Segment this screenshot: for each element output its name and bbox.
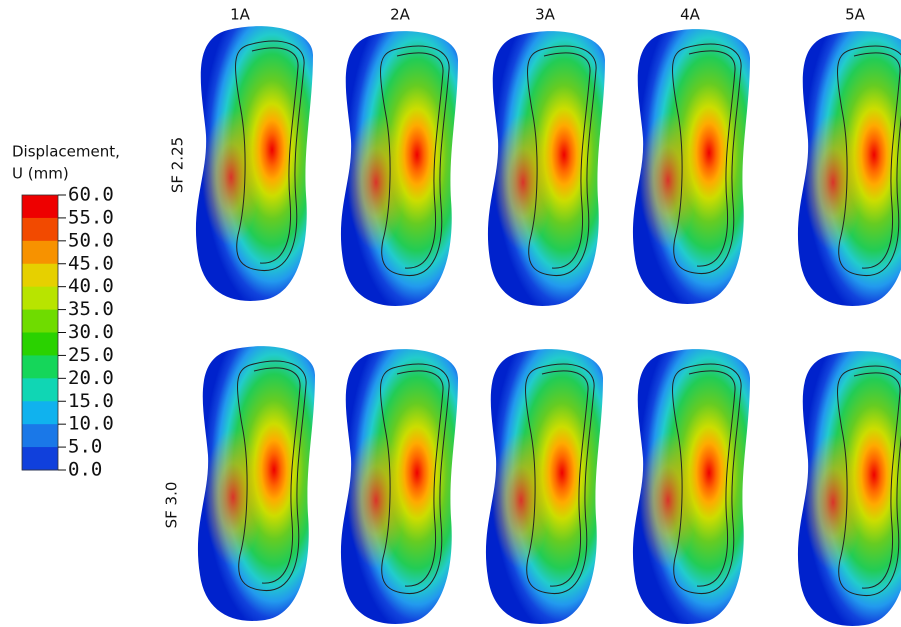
colorbar-swatch [22,241,58,264]
contour-plot [196,26,313,301]
colorbar-swatch [22,264,58,287]
colorbar-label: 15.0 [68,390,114,412]
contour-plot [341,31,458,306]
colorbar-label: 10.0 [68,413,114,435]
colorbar-label: 45.0 [68,252,114,274]
colorbar-label: 25.0 [68,344,114,366]
contour-plot [488,31,605,306]
colorbar: 60.055.050.045.040.035.030.025.020.015.0… [22,184,114,481]
colorbar-swatch [22,195,58,218]
contour-plot [341,349,458,624]
column-label: 1A [230,6,251,24]
column-label: 5A [845,6,866,24]
colorbar-label: 55.0 [68,206,114,228]
colorbar-label: 20.0 [68,367,114,389]
colorbar-swatch [22,424,58,447]
colorbar-label: 0.0 [68,459,102,481]
figure: Displacement, U (mm) 60.055.050.045.040.… [0,0,901,627]
contour-plot [798,31,901,306]
legend-title: Displacement, [12,143,120,161]
column-label: 2A [390,6,411,24]
column-label: 3A [535,6,556,24]
colorbar-label: 50.0 [68,229,114,251]
colorbar-swatch [22,378,58,401]
colorbar-swatch [22,333,58,356]
colorbar-swatch [22,218,58,241]
contour-plot [198,346,315,621]
colorbar-label: 30.0 [68,321,114,343]
legend-subtitle: U (mm) [12,165,69,183]
colorbar-label: 5.0 [68,436,102,458]
column-label: 4A [680,6,701,24]
contour-plots [196,26,901,626]
colorbar-label: 40.0 [68,275,114,297]
colorbar-swatch [22,401,58,424]
contour-plot [633,29,750,304]
colorbar-swatch [22,287,58,310]
colorbar-label: 35.0 [68,298,114,320]
contour-plot [798,351,901,626]
contour-plot [633,349,750,624]
contour-plot [486,349,603,624]
colorbar-swatch [22,355,58,378]
row-label: SF 2.25 [169,137,187,193]
row-label: SF 3.0 [163,482,181,529]
colorbar-swatch [22,447,58,470]
colorbar-label: 60.0 [68,184,114,206]
colorbar-swatch [22,310,58,333]
